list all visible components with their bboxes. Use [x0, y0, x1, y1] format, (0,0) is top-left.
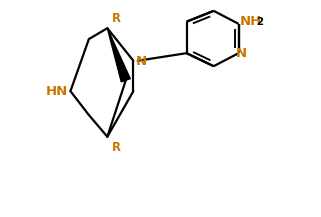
Text: N: N — [236, 47, 247, 60]
Polygon shape — [107, 28, 130, 82]
Text: R: R — [112, 141, 121, 154]
Text: N: N — [136, 55, 147, 68]
Text: R: R — [112, 12, 121, 25]
Text: NH: NH — [240, 15, 262, 28]
Text: HN: HN — [45, 85, 68, 98]
Text: 2: 2 — [256, 17, 263, 27]
